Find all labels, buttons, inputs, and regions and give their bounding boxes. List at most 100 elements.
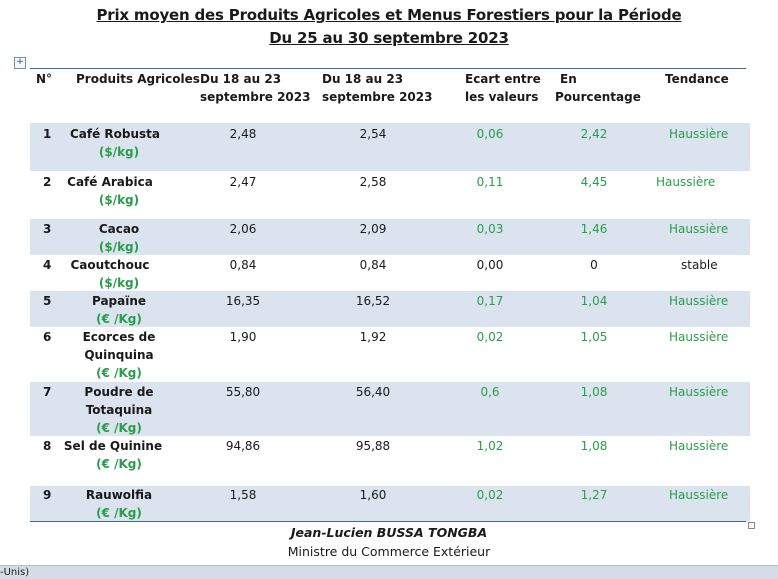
- row1-value2: 2,54: [359, 127, 387, 141]
- row-band-3: [30, 219, 750, 255]
- row8-value1: 94,86: [225, 439, 261, 453]
- row4-unit: ($/kg): [98, 276, 140, 290]
- row7-unit: (€ /Kg): [96, 421, 142, 435]
- row8-gap: 1,02: [476, 439, 504, 453]
- row7-trend: Haussière: [669, 385, 729, 399]
- row7-product-line2: Totaquina: [85, 403, 153, 417]
- row6-unit: (€ /Kg): [96, 366, 142, 380]
- row3-gap: 0,03: [476, 222, 504, 236]
- row3-unit: ($/kg): [98, 240, 140, 254]
- row8-unit: (€ /Kg): [96, 457, 142, 471]
- header-period1-line2: septembre 2023: [200, 90, 311, 104]
- header-period2-line2: septembre 2023: [322, 90, 433, 104]
- row3-product: Cacao: [98, 222, 140, 236]
- row3-value1: 2,06: [229, 222, 257, 236]
- row9-pct: 1,27: [580, 488, 608, 502]
- row4-gap: 0,00: [476, 258, 504, 272]
- row5-unit: (€ /Kg): [96, 312, 142, 326]
- row7-value1: 55,80: [225, 385, 261, 399]
- table-resize-handle-icon[interactable]: [748, 522, 755, 529]
- row2-gap: 0,11: [476, 175, 504, 189]
- row4-value1: 0,84: [229, 258, 257, 272]
- document-title-line2: Du 25 au 30 septembre 2023: [269, 29, 509, 47]
- row1-trend: Haussière: [669, 127, 729, 141]
- row9-product: Rauwolfia: [85, 488, 153, 502]
- status-bar-text: -Unis): [0, 567, 30, 578]
- row9-unit: (€ /Kg): [96, 506, 142, 520]
- table-bottom-rule: [30, 521, 746, 522]
- row8-pct: 1,08: [580, 439, 608, 453]
- row5-value1: 16,35: [225, 294, 261, 308]
- row2-value1: 2,47: [229, 175, 257, 189]
- row3-value2: 2,09: [359, 222, 387, 236]
- header-num: N°: [36, 72, 53, 86]
- row-band-5: [30, 291, 750, 327]
- row7-product-line1: Poudre de: [84, 385, 154, 399]
- row7-gap: 0,6: [480, 385, 500, 399]
- row5-value2: 16,52: [355, 294, 391, 308]
- row4-value2: 0,84: [359, 258, 387, 272]
- row6-value1: 1,90: [229, 330, 257, 344]
- row6-product-line1: Ecorces de: [82, 330, 156, 344]
- table-top-rule: [30, 68, 746, 69]
- row5-number: 5: [43, 294, 52, 308]
- header-gap-line1: Ecart entre: [465, 72, 541, 86]
- row4-product: Caoutchouc: [70, 258, 150, 272]
- row2-unit: ($/kg): [98, 193, 140, 207]
- row2-value2: 2,58: [359, 175, 387, 189]
- row2-trend: Haussière: [656, 175, 716, 189]
- signature-title: Ministre du Commerce Extérieur: [287, 544, 491, 559]
- row9-number: 9: [43, 488, 52, 502]
- row9-value1: 1,58: [229, 488, 257, 502]
- row8-trend: Haussière: [669, 439, 729, 453]
- header-pct-line2: Pourcentage: [555, 90, 641, 104]
- row4-number: 4: [43, 258, 52, 272]
- header-period2-line1: Du 18 au 23: [322, 72, 404, 86]
- row1-pct: 2,42: [580, 127, 608, 141]
- row9-value2: 1,60: [359, 488, 387, 502]
- row8-value2: 95,88: [355, 439, 391, 453]
- row6-pct: 1,05: [580, 330, 608, 344]
- table-move-handle-icon[interactable]: +: [14, 57, 26, 69]
- status-bar: -Unis): [0, 565, 778, 579]
- row6-number: 6: [43, 330, 52, 344]
- row3-trend: Haussière: [669, 222, 729, 236]
- row1-value1: 2,48: [229, 127, 257, 141]
- row2-product: Café Arabica: [67, 175, 153, 189]
- row4-trend: stable: [681, 258, 718, 272]
- row8-product: Sel de Quinine: [63, 439, 163, 453]
- row2-number: 2: [43, 175, 52, 189]
- row5-product: Papaïne: [91, 294, 147, 308]
- row5-trend: Haussière: [669, 294, 729, 308]
- row6-value2: 1,92: [359, 330, 387, 344]
- row7-pct: 1,08: [580, 385, 608, 399]
- document-title-line1: Prix moyen des Produits Agricoles et Men…: [96, 6, 682, 24]
- row-band-1: [30, 123, 750, 171]
- row1-unit: ($/kg): [98, 145, 140, 159]
- row5-gap: 0,17: [476, 294, 504, 308]
- row1-number: 1: [43, 127, 52, 141]
- row7-number: 7: [43, 385, 52, 399]
- row2-pct: 4,45: [580, 175, 608, 189]
- row9-trend: Haussière: [669, 488, 729, 502]
- row-band-9: [30, 486, 750, 521]
- signature-name: Jean-Lucien BUSSA TONGBA: [290, 525, 488, 540]
- row3-pct: 1,46: [580, 222, 608, 236]
- header-period1-line1: Du 18 au 23: [200, 72, 282, 86]
- header-trend: Tendance: [665, 72, 729, 86]
- row8-number: 8: [43, 439, 52, 453]
- row1-gap: 0,06: [476, 127, 504, 141]
- row7-value2: 56,40: [355, 385, 391, 399]
- header-gap-line2: les valeurs: [465, 90, 539, 104]
- row9-gap: 0,02: [476, 488, 504, 502]
- row6-product-line2: Quinquina: [84, 348, 154, 362]
- row4-pct: 0: [590, 258, 598, 272]
- row1-product: Café Robusta: [69, 127, 161, 141]
- row6-trend: Haussière: [669, 330, 729, 344]
- row3-number: 3: [43, 222, 52, 236]
- row-band-7: [30, 382, 750, 436]
- header-product: Produits Agricoles: [76, 72, 200, 86]
- row6-gap: 0,02: [476, 330, 504, 344]
- header-pct-line1: En: [560, 72, 577, 86]
- row5-pct: 1,04: [580, 294, 608, 308]
